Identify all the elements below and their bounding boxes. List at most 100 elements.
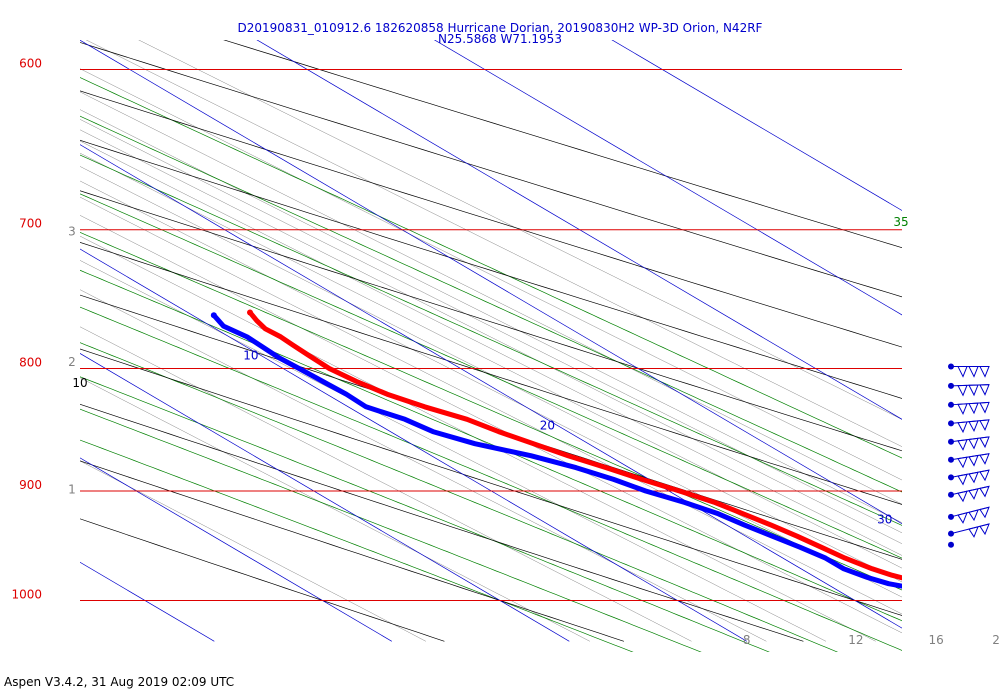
wind-barb: [948, 419, 990, 434]
wind-barb: [948, 453, 990, 469]
wind-barb-pennant: [979, 384, 990, 396]
height-label: 3: [68, 224, 76, 238]
dry-adiabat-label: 10: [72, 376, 87, 390]
moist-adiabat: [80, 154, 902, 526]
wind-barb: [948, 382, 990, 397]
wind-barb-pennant: [968, 509, 979, 522]
mixing-ratio-line: [85, 40, 902, 447]
mixing-ratio-line: [80, 326, 692, 642]
dry-adiabat: [80, 42, 902, 298]
mixing-ratio-line: [80, 260, 827, 642]
mixing-ratio-line: [80, 166, 902, 583]
wind-barb-pennant: [979, 401, 990, 414]
dewpoint-profile-end-point: [210, 312, 217, 319]
wind-barb: [948, 436, 990, 451]
wind-barb: [948, 523, 990, 538]
isotherm: [80, 457, 392, 642]
height-label: 2: [68, 355, 76, 369]
dry-adiabat: [80, 518, 445, 642]
wind-barbs: [948, 363, 990, 548]
wind-barb-pennant: [979, 366, 990, 378]
wind-barb-pennant: [979, 506, 990, 519]
wind-barb-pennant: [968, 488, 979, 500]
wind-barb-pennant: [968, 526, 979, 538]
pressure-label: 900: [19, 478, 42, 492]
moist-adiabat: [80, 77, 902, 459]
moist-adiabat: [80, 439, 634, 652]
isotherm: [611, 40, 902, 211]
dry-adiabat: [80, 190, 902, 452]
mixing-ratio-line: [80, 460, 427, 642]
pressure-label: 700: [19, 217, 42, 231]
isotherm: [80, 561, 215, 642]
chart-subtitle: N25.5868 W71.1953: [438, 32, 562, 46]
moist-adiabat: [80, 193, 902, 559]
wind-barb-pennant: [968, 437, 979, 450]
moist-adiabat: [80, 269, 902, 622]
moist-adiabat: [80, 306, 902, 651]
wind-barb-pennant: [957, 439, 968, 451]
pressure-label: 800: [19, 356, 42, 370]
mixing-ratio-line: [80, 129, 902, 545]
wind-barb-pennant: [968, 454, 979, 467]
chart-title: D20190831_010912.6 182620858 Hurricane D…: [237, 21, 763, 35]
wind-barb: [948, 469, 990, 486]
mixing-ratio-line: [80, 180, 902, 598]
mixing-ratio-line: [80, 235, 876, 642]
mixing-ratio-line: [80, 140, 902, 556]
wind-barb-pennant: [957, 366, 968, 378]
isotherm: [256, 40, 902, 420]
wind-barb-pennant: [968, 471, 979, 484]
isotherm: [80, 248, 747, 642]
isotherm: [80, 144, 902, 629]
isotherm: [433, 40, 902, 316]
mixing-ratio-line: [80, 109, 902, 523]
mixing-ratio-line: [80, 215, 902, 634]
isotherm-label: 30: [877, 512, 892, 526]
pressure-label: 600: [19, 57, 42, 71]
temperature-profile: [248, 310, 902, 581]
mixing-ratio-label: 20: [992, 633, 1000, 647]
dewpoint-profile: [211, 313, 902, 589]
isotherm-label: 10: [243, 348, 258, 362]
wind-barb-pennant: [979, 453, 990, 465]
dry-adiabat: [80, 348, 902, 616]
wind-barb-pennant: [968, 420, 979, 433]
wind-barb-pennant: [957, 512, 968, 524]
wind-barb-pennant: [968, 402, 979, 415]
dry-adiabat: [80, 90, 902, 348]
dry-adiabat: [80, 294, 902, 560]
isotherm: [80, 40, 902, 525]
wind-barb-pennant: [979, 436, 990, 449]
wind-barb-pennant: [968, 366, 979, 378]
wind-barb-pennant: [957, 384, 968, 397]
mixing-ratio-label: 8: [743, 633, 751, 647]
wind-barb-pennant: [979, 485, 990, 498]
wind-barb: [948, 363, 990, 378]
mixing-ratio-label: 16: [928, 633, 943, 647]
wind-barb-pennant: [957, 456, 968, 469]
dry-adiabat: [80, 403, 804, 642]
temperature-profile-end-point: [247, 309, 254, 316]
moist-adiabat: [80, 376, 770, 652]
isotherm: [80, 353, 570, 642]
wind-barb-pennant: [957, 490, 968, 503]
moist-adiabat-label: 35: [893, 215, 908, 229]
wind-barb-pennant: [968, 384, 979, 397]
wind-barb-pennant: [979, 523, 990, 536]
mixing-ratio-line: [80, 119, 902, 534]
mixing-ratio-line: [80, 377, 591, 642]
pressure-label: 1000: [11, 588, 42, 602]
wind-barb: [948, 541, 954, 548]
moist-adiabat: [80, 342, 839, 652]
wind-barb: [948, 401, 990, 415]
isotherm: [0, 0, 37, 641]
wind-barb-pennant: [957, 473, 968, 486]
moist-adiabat: [80, 408, 702, 652]
wind-barb-pennant: [979, 419, 990, 432]
mixing-ratio-line: [80, 91, 902, 505]
dry-adiabat: [80, 139, 902, 399]
dry-adiabat: [80, 460, 625, 642]
wind-barb-pennant: [957, 421, 968, 434]
